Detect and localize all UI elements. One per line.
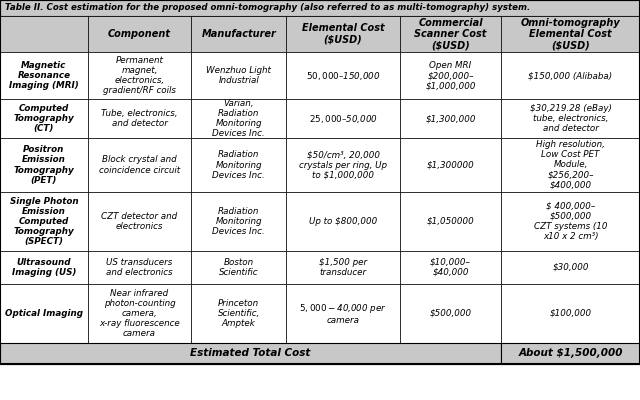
Text: $1,300,000: $1,300,000: [426, 114, 476, 123]
Text: $150,000 (Alibaba): $150,000 (Alibaba): [529, 71, 612, 80]
Bar: [286, 192, 400, 251]
Text: $25,000–$50,000: $25,000–$50,000: [308, 113, 378, 125]
Bar: [88, 99, 191, 138]
Text: Tube, electronics,
and detector: Tube, electronics, and detector: [101, 109, 178, 128]
Text: $1,300000: $1,300000: [427, 160, 474, 170]
Bar: [88, 192, 191, 251]
Bar: [501, 284, 640, 343]
Text: Manufacturer: Manufacturer: [202, 29, 276, 39]
Bar: [286, 138, 400, 192]
Text: $50,000–$150,000: $50,000–$150,000: [306, 70, 380, 82]
Bar: [501, 16, 640, 52]
Text: Optical Imaging: Optical Imaging: [5, 309, 83, 318]
Bar: [286, 284, 400, 343]
Bar: [0, 192, 88, 251]
Text: Radiation
Monitoring
Devices Inc.: Radiation Monitoring Devices Inc.: [212, 207, 265, 236]
Bar: [286, 251, 400, 284]
Bar: [400, 99, 501, 138]
Bar: [191, 251, 286, 284]
Text: Block crystal and
coincidence circuit: Block crystal and coincidence circuit: [99, 156, 180, 174]
Bar: [286, 99, 400, 138]
Text: Varian,
Radiation
Monitoring
Devices Inc.: Varian, Radiation Monitoring Devices Inc…: [212, 99, 265, 138]
Bar: [0, 251, 88, 284]
Text: $100,000: $100,000: [550, 309, 591, 318]
Bar: [400, 138, 501, 192]
Bar: [191, 284, 286, 343]
Text: Open MRI
$200,000–
$1,000,000: Open MRI $200,000– $1,000,000: [426, 61, 476, 90]
Bar: [0, 138, 88, 192]
Text: Elemental Cost
($USD): Elemental Cost ($USD): [301, 23, 385, 45]
Text: Near infrared
photon-counting
camera,
x-ray fluorescence
camera: Near infrared photon-counting camera, x-…: [99, 289, 180, 338]
Text: Boston
Scientific: Boston Scientific: [219, 258, 259, 277]
Text: $30,000: $30,000: [552, 263, 589, 272]
Text: Table II. Cost estimation for the proposed omni-tomography (also referred to as : Table II. Cost estimation for the propos…: [5, 4, 531, 12]
Bar: [88, 251, 191, 284]
Bar: [501, 251, 640, 284]
Text: $500,000: $500,000: [429, 309, 472, 318]
Text: Radiation
Monitoring
Devices Inc.: Radiation Monitoring Devices Inc.: [212, 150, 265, 180]
Text: Single Photon
Emission
Computed
Tomography
(SPECT): Single Photon Emission Computed Tomograp…: [10, 196, 78, 246]
Bar: [88, 284, 191, 343]
Bar: [400, 16, 501, 52]
Text: Permanent
magnet,
electronics,
gradient/RF coils: Permanent magnet, electronics, gradient/…: [103, 56, 176, 95]
Text: Component: Component: [108, 29, 171, 39]
Text: $50/cm³, 20,000
crystals per ring, Up
to $1,000,000: $50/cm³, 20,000 crystals per ring, Up to…: [299, 150, 387, 180]
Text: $10,000–
$40,000: $10,000– $40,000: [430, 258, 471, 277]
Text: Estimated Total Cost: Estimated Total Cost: [190, 348, 311, 358]
Bar: [501, 52, 640, 99]
Bar: [0, 343, 501, 364]
Text: High resolution,
Low Cost PET
Module,
$256,200–
$400,000: High resolution, Low Cost PET Module, $2…: [536, 140, 605, 190]
Bar: [0, 16, 88, 52]
Bar: [501, 138, 640, 192]
Text: $1,500 per
transducer: $1,500 per transducer: [319, 258, 367, 277]
Bar: [400, 192, 501, 251]
Bar: [400, 251, 501, 284]
Text: US transducers
and electronics: US transducers and electronics: [106, 258, 173, 277]
Text: Omni-tomography
Elemental Cost
($USD): Omni-tomography Elemental Cost ($USD): [521, 18, 620, 50]
Bar: [501, 99, 640, 138]
Bar: [0, 284, 88, 343]
Bar: [0, 52, 88, 99]
Bar: [501, 192, 640, 251]
Bar: [286, 52, 400, 99]
Bar: [0, 99, 88, 138]
Text: Wenzhuo Light
Industrial: Wenzhuo Light Industrial: [206, 66, 271, 85]
Bar: [191, 16, 286, 52]
Bar: [191, 52, 286, 99]
Bar: [88, 52, 191, 99]
Text: Positron
Emission
Tomography
(PET): Positron Emission Tomography (PET): [13, 146, 74, 184]
Text: Princeton
Scientific,
Amptek: Princeton Scientific, Amptek: [218, 299, 260, 328]
Text: Magnetic
Resonance
Imaging (MRI): Magnetic Resonance Imaging (MRI): [9, 61, 79, 90]
Bar: [191, 138, 286, 192]
Text: About $1,500,000: About $1,500,000: [518, 348, 623, 358]
Bar: [88, 16, 191, 52]
Text: $ 400,000–
$500,000
CZT systems (10
x10 x 2 cm³): $ 400,000– $500,000 CZT systems (10 x10 …: [534, 202, 607, 241]
Text: CZT detector and
electronics: CZT detector and electronics: [102, 212, 177, 231]
Text: Computed
Tomography
(CT): Computed Tomography (CT): [13, 104, 74, 133]
Text: $30,219.28 (eBay)
tube, electronics,
and detector: $30,219.28 (eBay) tube, electronics, and…: [530, 104, 611, 133]
Text: Ultrasound
Imaging (US): Ultrasound Imaging (US): [12, 258, 76, 277]
Text: Commercial
Scanner Cost
($USD): Commercial Scanner Cost ($USD): [414, 18, 487, 50]
Text: Up to $800,000: Up to $800,000: [309, 217, 377, 226]
Bar: [191, 192, 286, 251]
Bar: [0, 0, 640, 16]
Text: $5,000-$40,000 per
camera: $5,000-$40,000 per camera: [299, 302, 387, 325]
Bar: [501, 343, 640, 364]
Bar: [191, 99, 286, 138]
Bar: [400, 284, 501, 343]
Bar: [286, 16, 400, 52]
Bar: [88, 138, 191, 192]
Bar: [400, 52, 501, 99]
Text: $1,050000: $1,050000: [427, 217, 474, 226]
